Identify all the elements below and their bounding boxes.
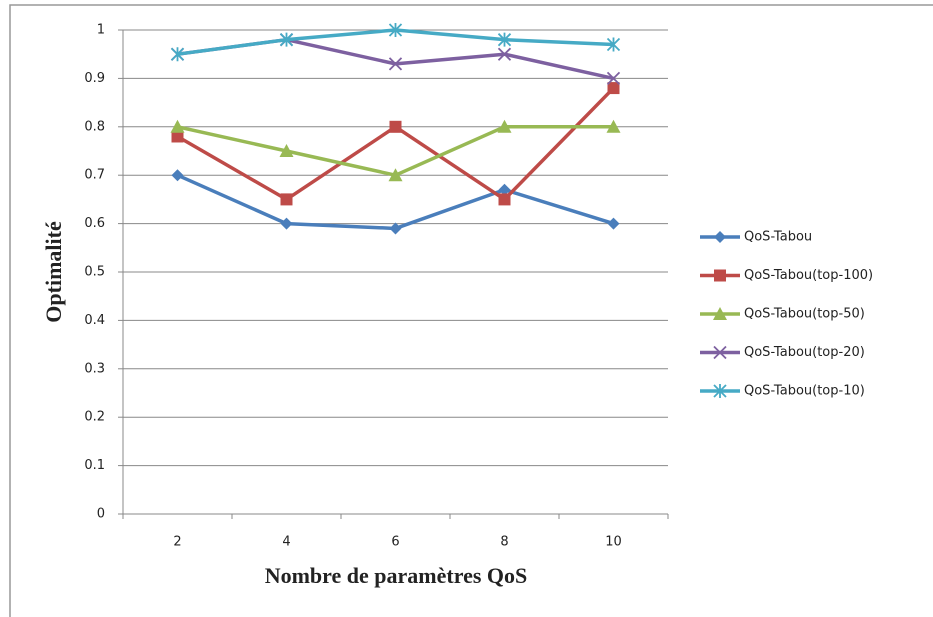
y-tick-label: 1 [97,23,105,38]
marker [171,169,184,182]
y-tick-label: 0.5 [84,265,105,280]
y-axis-title: Optimalité [41,221,66,323]
marker [388,23,403,37]
legend-label: QoS-Tabou(top-50) [744,307,865,322]
marker [498,193,511,206]
marker [714,231,726,243]
marker [497,32,512,47]
marker [606,119,621,133]
x-tick-label: 6 [391,535,399,550]
marker [606,71,621,86]
y-tick-label: 0.2 [84,410,105,425]
marker [498,183,511,196]
y-tick-label: 0 [97,507,105,522]
chart-frame [9,4,933,617]
marker [388,57,403,71]
legend-label: QoS-Tabou(top-100) [744,268,873,283]
marker [607,217,620,230]
x-axis-title: Nombre de paramètres QoS [265,563,528,588]
y-tick-label: 0.7 [84,168,105,183]
marker [170,119,185,133]
y-tick-label: 0.8 [84,119,105,134]
marker [388,168,403,182]
marker [171,130,184,143]
marker [606,37,621,52]
marker [389,120,402,133]
y-tick-label: 0.6 [84,216,105,231]
legend-label: QoS-Tabou(top-20) [744,345,865,360]
y-tick-label: 0.1 [84,458,105,473]
marker [607,82,620,95]
marker [713,345,727,360]
y-tick-label: 0.3 [84,361,105,376]
x-tick-label: 10 [605,535,622,550]
marker [714,269,726,282]
marker [280,217,293,230]
legend-label: QoS-Tabou [744,230,812,245]
y-tick-label: 0.4 [84,313,105,328]
marker [280,193,293,206]
marker [279,32,294,47]
marker [497,119,512,133]
marker [279,144,294,157]
marker [713,307,727,320]
x-tick-label: 4 [282,535,290,550]
marker [170,47,185,62]
marker [497,47,512,61]
x-tick-label: 2 [173,535,181,550]
legend-label: QoS-Tabou(top-10) [744,384,865,399]
marker [713,384,727,398]
marker [389,222,402,235]
x-tick-label: 8 [500,535,508,550]
y-tick-label: 0.9 [84,71,105,86]
